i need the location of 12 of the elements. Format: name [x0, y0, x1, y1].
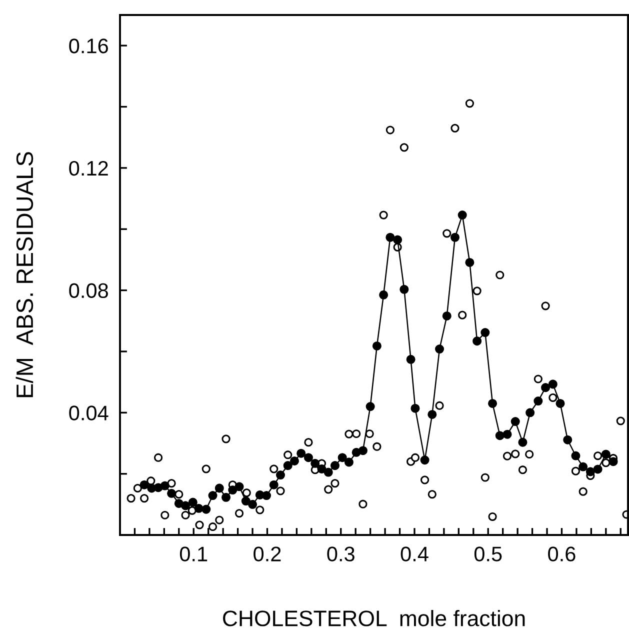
y-axis-title: E/M ABS. RESIDUALS [16, 152, 34, 398]
y-tick-label: 0.12 [69, 160, 108, 176]
x-tick-label: 0.5 [474, 546, 502, 562]
y-tick-label: 0.04 [69, 406, 108, 420]
x-tick-label: 0.4 [400, 546, 428, 562]
x-tick-label: 0.1 [180, 546, 208, 562]
x-tick-label: 0.6 [548, 546, 576, 562]
x-tick-label: 0.2 [254, 546, 281, 562]
x-tick-label: 0.3 [327, 546, 354, 562]
x-axis-title: CHOLESTEROL mole fraction [223, 610, 525, 626]
y-tick-label: 0.08 [69, 283, 108, 298]
y-tick-label: 0.16 [69, 38, 108, 54]
